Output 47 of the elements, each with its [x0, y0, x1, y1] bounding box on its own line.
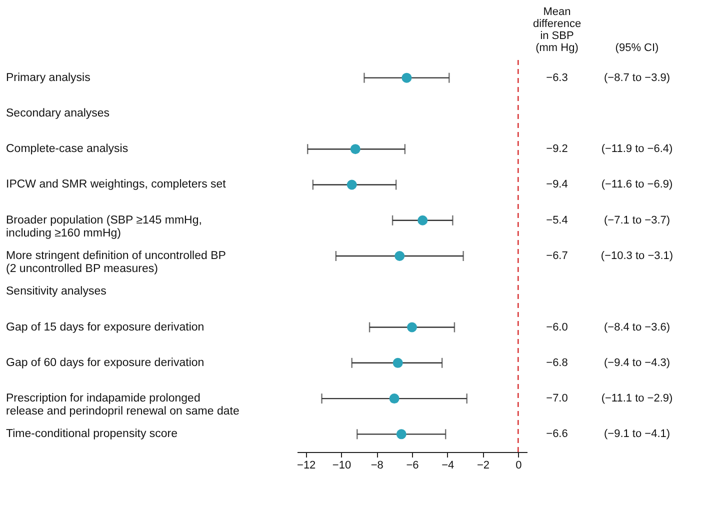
point [396, 429, 406, 440]
x-tick-label: −6 [406, 460, 419, 472]
y-tick-label: IPCW and SMR weightings, completers set [6, 178, 227, 191]
y-tick-label: Secondary analyses [6, 107, 110, 120]
data-label: −9.4 [546, 178, 568, 191]
point [392, 358, 403, 368]
data-label: −5.4 [546, 214, 568, 226]
data-label: −9.2 [546, 143, 568, 156]
y-tick-label: Sensitivity analyses [6, 286, 107, 298]
text: (−11.1 to −2.9) [601, 392, 673, 405]
data-label: −6.6 [546, 428, 568, 440]
text: (95% CI) [615, 42, 659, 54]
x-tick-label: −2 [476, 460, 490, 472]
x-tick-label: −12 [297, 460, 316, 472]
y-tick-label: Time-conditional propensity score [6, 428, 178, 440]
text: (−11.6 to −6.9) [601, 178, 673, 191]
y-tick-label: Gap of 60 days for exposure derivation [6, 356, 204, 369]
point [389, 394, 400, 404]
data-label: −6.3 [546, 72, 568, 84]
text: (−9.1 to −4.1) [604, 428, 670, 440]
point [346, 180, 357, 190]
data-label: −6.0 [546, 321, 568, 334]
x-tick-label: −4 [442, 460, 454, 472]
text: Mean difference in SBP (mm Hg) [532, 6, 582, 54]
text: (−11.9 to −6.4) [601, 143, 673, 156]
y-tick-label: More stringent definition of uncontrolled BP (2 uncontrolled BP measures) [6, 250, 226, 275]
point [402, 72, 412, 83]
y-tick-label: Complete-case analysis [6, 143, 128, 156]
point [407, 322, 417, 332]
text: (−8.4 to −3.6) [604, 321, 670, 334]
data-label: −7.0 [546, 392, 568, 405]
y-tick-label: Broader population (SBP ≥145 mmHg, including ≥160 mmHg) [6, 214, 202, 240]
data-label: −6.7 [546, 250, 568, 262]
y-tick-label: Gap of 15 days for exposure derivation [6, 321, 204, 334]
text: (−9.4 to −4.3) [604, 356, 670, 369]
text: (−7.1 to −3.7) [604, 214, 670, 226]
x-tick-label: −10 [332, 460, 352, 472]
data-label: −6.8 [546, 356, 568, 369]
point [394, 251, 405, 261]
x-tick-label: −8 [370, 460, 384, 472]
text: (−8.7 to −3.9) [604, 72, 670, 84]
y-tick-label: Primary analysis [6, 72, 91, 84]
y-tick-label: Prescription for indapamide prolonged release and perindopril renewal on same date [6, 392, 240, 418]
text: (−10.3 to −3.1) [600, 250, 674, 262]
point [418, 215, 428, 226]
point [350, 144, 360, 154]
x-tick-label: 0 [516, 460, 522, 472]
